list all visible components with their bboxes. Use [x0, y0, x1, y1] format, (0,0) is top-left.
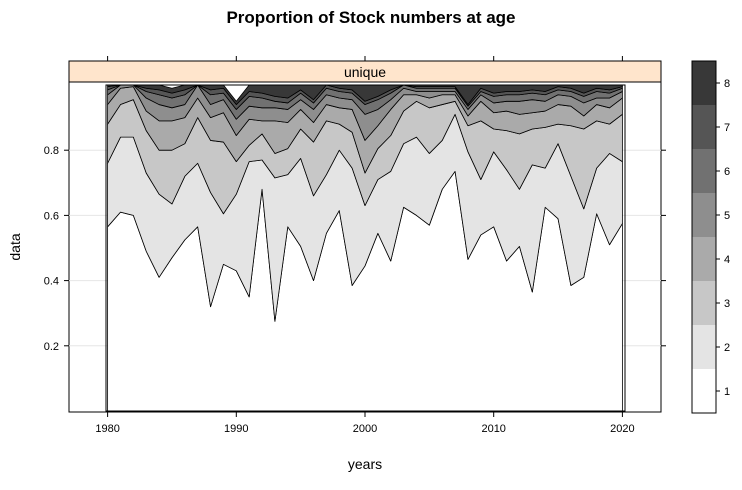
y-tick-label: 0.4: [44, 276, 59, 288]
legend-label: 7: [724, 122, 730, 134]
x-tick-label: 1990: [224, 423, 248, 435]
legend-swatch-3: [692, 281, 716, 325]
legend-label: 2: [724, 342, 730, 354]
x-tick-label: 2010: [481, 423, 505, 435]
panel-strip-label: unique: [344, 64, 386, 80]
color-legend: 1 2 3 4 5 6 7 8: [691, 60, 730, 414]
legend-swatch-1: [692, 369, 716, 413]
area-layer: [107, 84, 623, 412]
legend-label: 5: [724, 210, 730, 222]
x-tick-label: 2020: [610, 423, 634, 435]
legend-swatch-7: [692, 105, 716, 149]
y-tick-label: 0.2: [44, 341, 59, 353]
axis-layer: 1980 1990 2000 2010 2020 0.2 0.4 0.6 0.8: [44, 56, 666, 435]
legend-swatch-6: [692, 149, 716, 193]
plot-window: [105, 84, 626, 412]
chart-title: Proportion of Stock numbers at age: [226, 8, 515, 27]
y-axis-label: data: [7, 233, 23, 260]
legend-label: 6: [724, 166, 730, 178]
legend-swatch-2: [692, 325, 716, 369]
legend-swatch-5: [692, 193, 716, 237]
legend-label: 8: [724, 78, 730, 90]
legend-label: 1: [724, 386, 730, 398]
x-tick-label: 2000: [353, 423, 377, 435]
legend-swatch-4: [692, 237, 716, 281]
y-tick-label: 0.8: [44, 145, 59, 157]
legend-label: 3: [724, 298, 730, 310]
x-tick-label: 1980: [95, 423, 119, 435]
legend-label: 4: [724, 254, 730, 266]
y-tick-label: 0.6: [44, 210, 59, 222]
legend-swatch-8: [692, 61, 716, 105]
legend-frame: [691, 60, 717, 414]
x-axis-label: years: [348, 456, 382, 472]
